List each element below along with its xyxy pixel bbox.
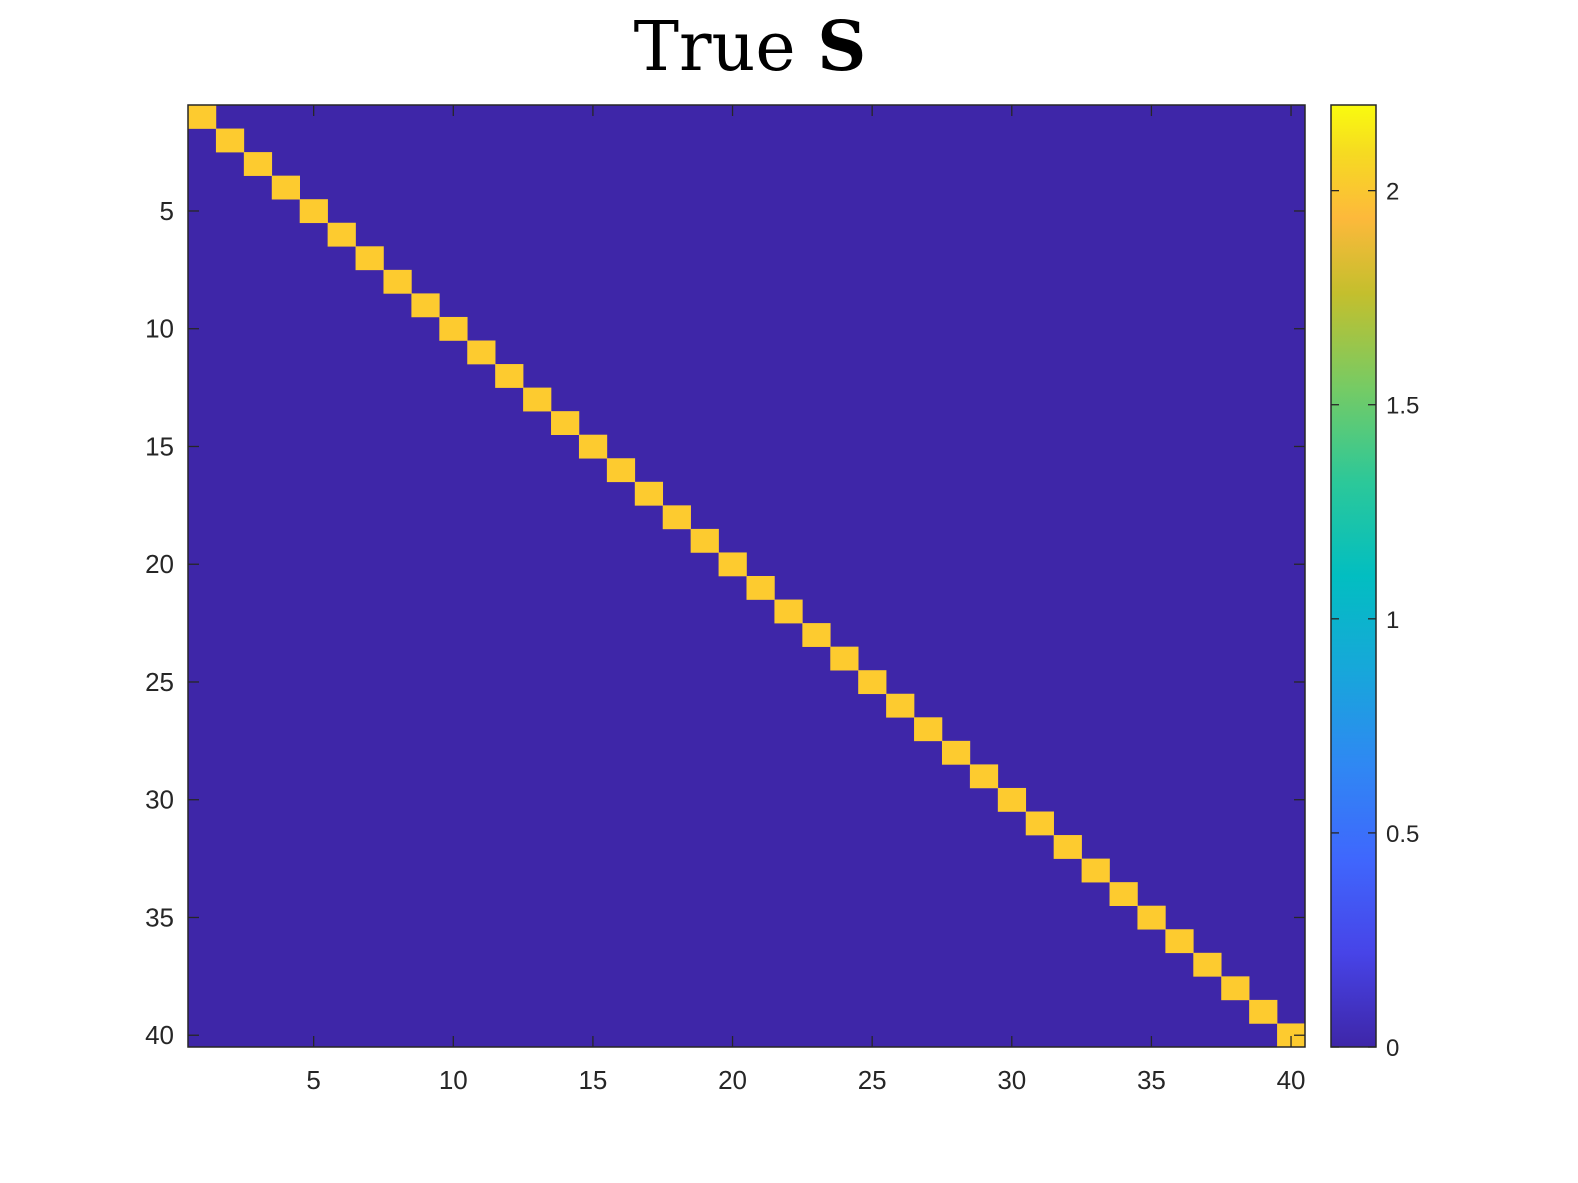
colorbar-frame <box>1330 104 1377 1048</box>
chart-title-word: True <box>634 8 796 87</box>
heatmap-cell-diag-35 <box>1137 905 1166 930</box>
heatmap-cell-diag-17 <box>634 481 664 506</box>
colorbar: 0 0.5 1 1.5 2 <box>1330 104 1419 1062</box>
heatmap-cell-diag-31 <box>1025 811 1054 836</box>
heatmap-cell-diag-11 <box>467 340 496 365</box>
heatmap-cell-diag-6 <box>327 222 356 247</box>
heatmap-cell-diag-10 <box>439 316 468 341</box>
heatmap-cell-diag-30 <box>997 787 1027 812</box>
heatmap-cell-diag-28 <box>941 740 971 765</box>
heatmap-cell-diag-13 <box>523 387 552 412</box>
heatmap-cell-diag-25 <box>858 670 887 695</box>
heatmap-cell-diag-34 <box>1109 882 1138 906</box>
y-tick-label-5: 5 <box>160 196 174 226</box>
heatmap-cell-diag-8 <box>383 269 412 294</box>
y-tick-label-25: 25 <box>145 667 174 697</box>
heatmap-cell-diag-3 <box>243 152 273 176</box>
heatmap-cell-diag-23 <box>802 623 831 647</box>
colorbar-tick-label-1: 1 <box>1386 607 1399 634</box>
x-tick-label-30: 30 <box>997 1065 1026 1095</box>
heatmap-cell-diag-38 <box>1221 976 1250 1001</box>
heatmap-cell-diag-37 <box>1193 952 1222 977</box>
y-tick-label-10: 10 <box>145 314 174 344</box>
heatmap-cell-diag-7 <box>355 246 384 271</box>
x-tick-label-5: 5 <box>306 1065 320 1095</box>
heatmap-cell-diag-4 <box>271 175 300 200</box>
heatmap-cell-diag-21 <box>746 576 775 600</box>
heatmap-cell-diag-16 <box>606 458 636 483</box>
heatmap-cell-diag-36 <box>1165 929 1194 954</box>
heatmap-cell-diag-14 <box>551 411 580 435</box>
y-tick-label-40: 40 <box>145 1020 174 1050</box>
x-tick-label-40: 40 <box>1277 1065 1306 1095</box>
y-tick-label-20: 20 <box>145 549 174 579</box>
x-axis: 5 10 15 20 25 30 35 40 <box>306 105 1305 1095</box>
heatmap-cell-diag-20 <box>718 552 747 577</box>
colorbar-gradient <box>1331 105 1376 1047</box>
x-tick-label-35: 35 <box>1137 1065 1166 1095</box>
heatmap-cell-diag-39 <box>1249 999 1278 1024</box>
y-tick-label-15: 15 <box>145 431 174 461</box>
heatmap-cell-diag-5 <box>299 199 328 224</box>
heatmap-cell-diag-27 <box>914 717 943 742</box>
heatmap-cell-diag-24 <box>830 646 859 671</box>
heatmap-cell-diag-15 <box>578 434 608 459</box>
heatmap-cell-diag-9 <box>411 293 440 318</box>
heatmap-cell-diag-22 <box>774 599 803 624</box>
x-tick-label-10: 10 <box>439 1065 468 1095</box>
plot-frame <box>187 104 1306 1048</box>
colorbar-tick-label-2: 2 <box>1386 179 1399 206</box>
heatmap-cell-diag-33 <box>1081 858 1110 883</box>
colorbar-tick-label-0: 0 <box>1386 1035 1399 1062</box>
x-tick-label-25: 25 <box>858 1065 887 1095</box>
heatmap-cell-diag-29 <box>969 764 999 789</box>
y-axis: 5 10 15 20 25 30 35 40 <box>145 196 1305 1050</box>
colorbar-tick-label-1.5: 1.5 <box>1386 393 1419 420</box>
y-tick-label-35: 35 <box>145 902 174 932</box>
heatmap-cell-diag-40 <box>1277 1023 1306 1048</box>
x-tick-label-15: 15 <box>578 1065 607 1095</box>
x-tick-label-20: 20 <box>718 1065 747 1095</box>
heatmap-cell-diag-12 <box>495 364 524 388</box>
chart-title: True S <box>634 7 867 87</box>
heatmap-plot <box>187 104 1306 1048</box>
heatmap-cell-diag-32 <box>1053 835 1082 859</box>
heatmap-cell-diag-1 <box>188 105 217 129</box>
heatmap-cell-diag-19 <box>690 528 719 553</box>
heatmap-cell-diag-26 <box>886 693 915 718</box>
chart-title-symbol: S <box>817 7 866 87</box>
heatmap-cell-diag-2 <box>215 128 245 153</box>
colorbar-tick-label-0.5: 0.5 <box>1386 821 1419 848</box>
y-tick-label-30: 30 <box>145 785 174 815</box>
heatmap-cell-diag-18 <box>662 505 691 530</box>
